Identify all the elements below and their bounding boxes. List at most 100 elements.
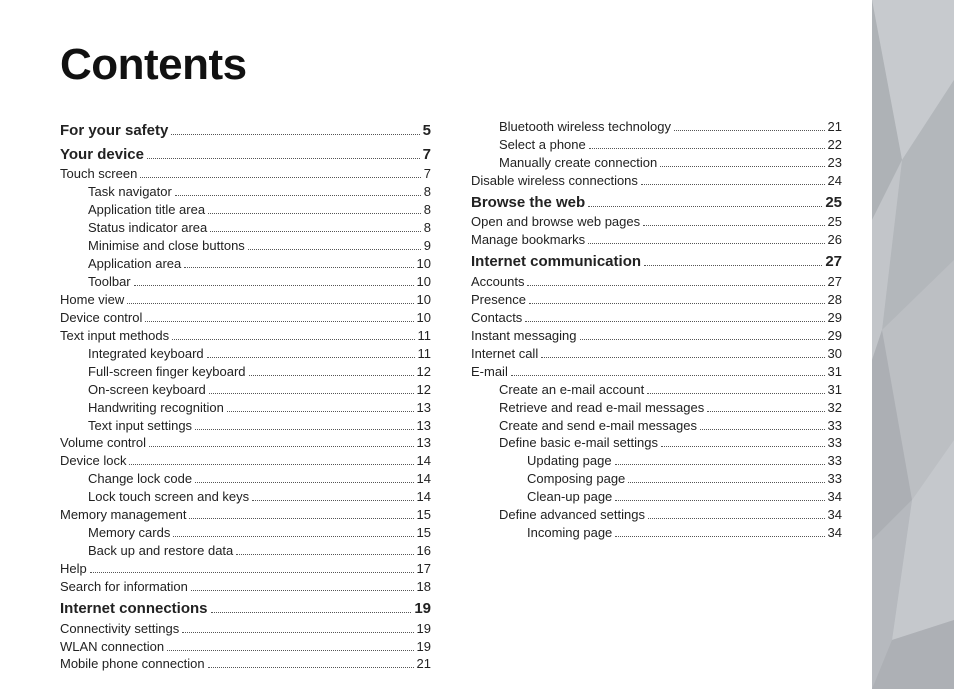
toc-entry: Toolbar10 <box>60 273 431 291</box>
toc-page-number: 14 <box>417 452 431 470</box>
toc-page-number: 13 <box>417 434 431 452</box>
toc-page-number: 33 <box>828 417 842 435</box>
toc-leader-dots <box>588 206 822 207</box>
toc-page-number: 22 <box>828 136 842 154</box>
toc-page-number: 5 <box>423 121 431 142</box>
toc-label: Disable wireless connections <box>471 172 638 190</box>
toc-page-number: 10 <box>417 309 431 327</box>
page-area: Contents For your safety5Your device7Tou… <box>0 0 872 689</box>
toc-page-number: 12 <box>417 363 431 381</box>
toc-page-number: 34 <box>828 488 842 506</box>
toc-entry: Change lock code14 <box>60 470 431 488</box>
toc-entry: Your device7 <box>60 145 431 166</box>
toc-label: Browse the web <box>471 193 585 214</box>
toc-page-number: 27 <box>828 273 842 291</box>
toc-page-number: 32 <box>828 399 842 417</box>
toc-leader-dots <box>707 411 824 412</box>
toc-label: Integrated keyboard <box>88 345 204 363</box>
toc-leader-dots <box>227 411 414 412</box>
toc-label: E-mail <box>471 363 508 381</box>
toc-leader-dots <box>182 632 413 633</box>
toc-label: Minimise and close buttons <box>88 237 245 255</box>
toc-page-number: 33 <box>828 452 842 470</box>
toc-entry: Full-screen finger keyboard12 <box>60 363 431 381</box>
toc-page-number: 8 <box>424 201 431 219</box>
toc-label: Memory management <box>60 506 186 524</box>
toc-entry: Open and browse web pages25 <box>471 213 842 231</box>
toc-leader-dots <box>173 536 413 537</box>
toc-leader-dots <box>541 357 824 358</box>
toc-label: For your safety <box>60 121 168 142</box>
toc-page-number: 7 <box>424 165 431 183</box>
toc-entry: Internet connections19 <box>60 599 431 620</box>
toc-leader-dots <box>140 177 420 178</box>
toc-leader-dots <box>588 243 824 244</box>
toc-leader-dots <box>171 134 419 135</box>
toc-label: Device lock <box>60 452 126 470</box>
toc-leader-dots <box>210 231 421 232</box>
toc-label: Status indicator area <box>88 219 207 237</box>
toc-leader-dots <box>129 464 413 465</box>
toc-page-number: 10 <box>417 291 431 309</box>
toc-page-number: 10 <box>417 273 431 291</box>
toc-page-number: 23 <box>828 154 842 172</box>
toc-label: Help <box>60 560 87 578</box>
toc-page-number: 11 <box>418 345 432 363</box>
toc-label: Device control <box>60 309 142 327</box>
toc-label: Application area <box>88 255 181 273</box>
toc-entry: Integrated keyboard 11 <box>60 345 431 363</box>
toc-leader-dots <box>90 572 414 573</box>
toc-label: Handwriting recognition <box>88 399 224 417</box>
toc-entry: Home view10 <box>60 291 431 309</box>
toc-leader-dots <box>628 482 824 483</box>
toc-label: Define advanced settings <box>499 506 645 524</box>
toc-page-number: 18 <box>417 578 431 596</box>
toc-page-number: 24 <box>828 172 842 190</box>
toc-leader-dots <box>615 500 824 501</box>
toc-page-number: 16 <box>417 542 431 560</box>
toc-leader-dots <box>147 158 420 159</box>
toc-entry: Device lock 14 <box>60 452 431 470</box>
toc-label: Contacts <box>471 309 522 327</box>
toc-page-number: 34 <box>828 524 842 542</box>
toc-label: Connectivity settings <box>60 620 179 638</box>
toc-leader-dots <box>511 375 825 376</box>
toc-entry: Volume control13 <box>60 434 431 452</box>
toc-page-number: 19 <box>417 620 431 638</box>
toc-leader-dots <box>127 303 413 304</box>
toc-entry: Connectivity settings 19 <box>60 620 431 638</box>
toc-entry: Retrieve and read e-mail messages32 <box>471 399 842 417</box>
toc-entry: Define basic e-mail settings33 <box>471 434 842 452</box>
toc-label: Composing page <box>527 470 625 488</box>
toc-page-number: 21 <box>828 118 842 136</box>
toc-entry: Lock touch screen and keys14 <box>60 488 431 506</box>
toc-page-number: 13 <box>417 417 431 435</box>
toc-label: Internet call <box>471 345 538 363</box>
toc-label: Updating page <box>527 452 612 470</box>
toc-leader-dots <box>589 148 825 149</box>
toc-leader-dots <box>209 393 414 394</box>
toc-entry: Back up and restore data 16 <box>60 542 431 560</box>
toc-label: Internet connections <box>60 599 208 620</box>
toc-leader-dots <box>175 195 421 196</box>
toc-page-number: 21 <box>417 655 431 673</box>
toc-leader-dots <box>149 446 414 447</box>
decorative-side-strip <box>872 0 954 689</box>
toc-leader-dots <box>249 375 414 376</box>
toc-label: Accounts <box>471 273 524 291</box>
toc-leader-dots <box>643 225 824 226</box>
toc-leader-dots <box>674 130 825 131</box>
toc-page-number: 7 <box>423 145 431 166</box>
toc-label: Back up and restore data <box>88 542 233 560</box>
toc-page-number: 25 <box>825 193 842 214</box>
toc-leader-dots <box>527 285 824 286</box>
toc-leader-dots <box>211 612 412 613</box>
toc-leader-dots <box>208 667 414 668</box>
toc-entry: Text input settings13 <box>60 417 431 435</box>
toc-entry: Updating page 33 <box>471 452 842 470</box>
toc-entry: Accounts 27 <box>471 273 842 291</box>
toc-label: Create an e-mail account <box>499 381 644 399</box>
toc-leader-dots <box>644 265 822 266</box>
toc-entry: Task navigator8 <box>60 183 431 201</box>
toc-page-number: 29 <box>828 309 842 327</box>
